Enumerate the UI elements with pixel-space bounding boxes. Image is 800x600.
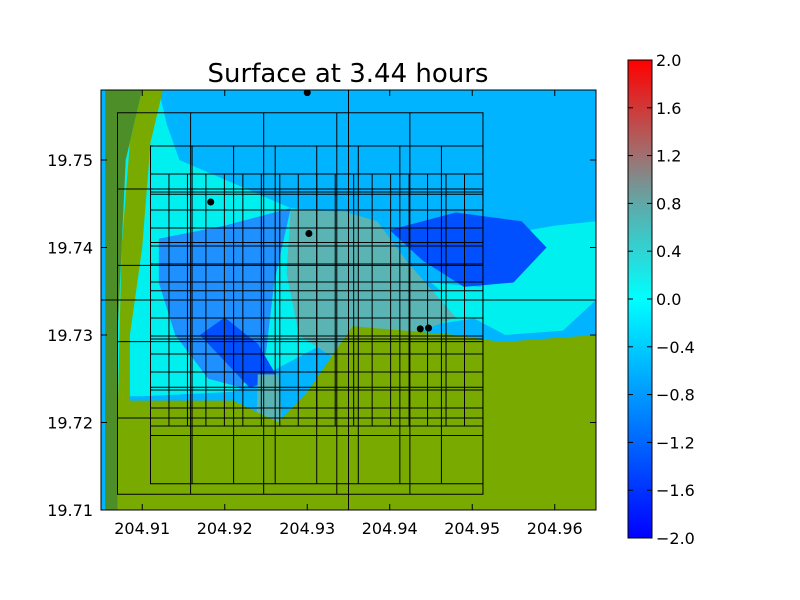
gauge-marker [416, 325, 424, 333]
y-tick-label: 19.72 [47, 414, 93, 433]
colorbar-ticks: 2.0 1.6 1.2 0.8 0.4 0.0 −0.4 −0.8 −1.2 −1.6 −2.0 [628, 51, 695, 548]
x-tick-label: 204.95 [444, 519, 500, 538]
amr-grid [101, 90, 596, 510]
colorbar-tick-label: 0.4 [656, 242, 681, 261]
colorbar: 2.0 1.6 1.2 0.8 0.4 0.0 −0.4 −0.8 −1.2 −1.6 −2.0 [627, 51, 695, 548]
land-west-fringe [117, 90, 163, 423]
x-tick-label: 204.91 [114, 519, 170, 538]
y-tick-label: 19.73 [47, 326, 93, 345]
colorbar-tick-label: −0.8 [656, 386, 695, 405]
gauge-marker [207, 198, 215, 206]
x-tick-label: 204.94 [362, 519, 418, 538]
colorbar-tick-label: −1.6 [656, 481, 695, 500]
x-tick-label: 204.92 [197, 519, 253, 538]
colorbar-tick-label: 2.0 [656, 51, 681, 70]
colorbar-tick-label: 1.2 [656, 147, 681, 166]
colorbar-tick-label: −0.4 [656, 338, 695, 357]
colorbar-tick-label: −1.2 [656, 433, 695, 452]
deep-bay-water [200, 317, 279, 388]
land-west-dark [105, 90, 143, 510]
plot-frame [100, 89, 597, 511]
y-axis: 19.71 19.72 19.73 19.74 19.75 [47, 151, 596, 520]
offshore-depression [389, 212, 547, 287]
x-axis: 204.91 204.92 204.93 204.94 204.95 204.96 [114, 90, 583, 538]
y-tick-label: 19.71 [47, 501, 93, 520]
x-tick-label: 204.93 [279, 519, 335, 538]
plot-area [101, 90, 596, 510]
colorbar-tick-label: 0.8 [656, 194, 681, 213]
colorbar-tick-label: −2.0 [656, 529, 695, 548]
y-tick-label: 19.75 [47, 151, 93, 170]
y-tick-label: 19.74 [47, 239, 93, 258]
gauge-marker [305, 230, 313, 237]
x-tick-label: 204.96 [527, 519, 583, 538]
amr-patch [117, 112, 484, 495]
gauge-marker [425, 324, 433, 332]
chart-title: Surface at 3.44 hours [208, 59, 489, 89]
colorbar-tick-label: 0.0 [656, 290, 681, 309]
colorbar-tick-label: 1.6 [656, 99, 681, 118]
nearshore-setup [286, 209, 456, 357]
